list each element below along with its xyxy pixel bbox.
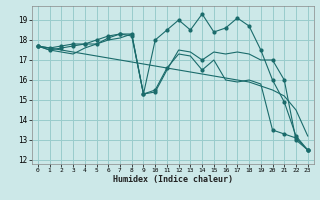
- X-axis label: Humidex (Indice chaleur): Humidex (Indice chaleur): [113, 175, 233, 184]
